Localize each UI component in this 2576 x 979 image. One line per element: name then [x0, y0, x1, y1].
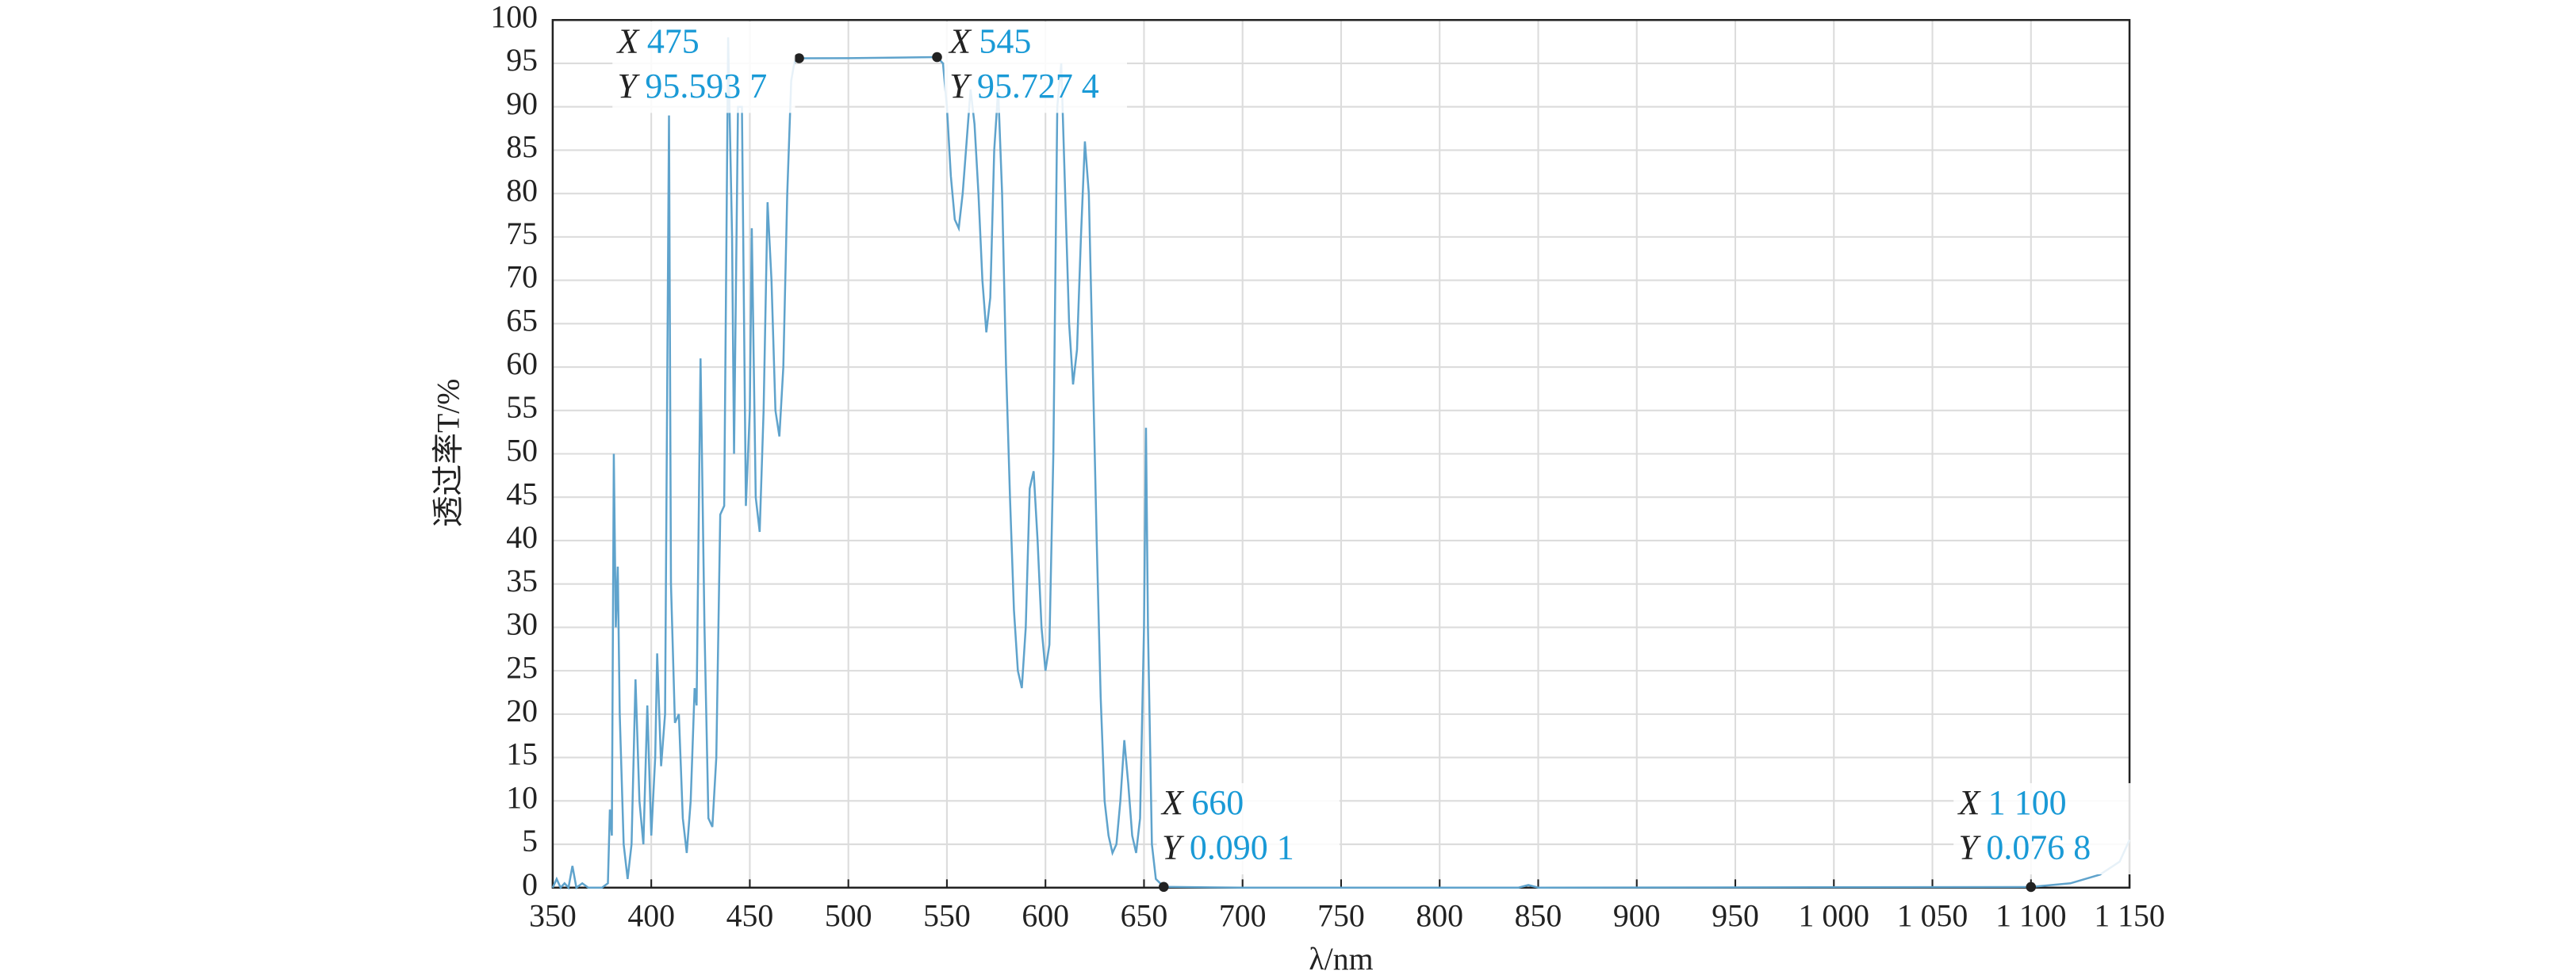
annotation-key: X	[948, 22, 972, 61]
annotation-point	[932, 52, 942, 63]
annotation-key: Y	[618, 67, 641, 105]
y-tick-label: 25	[506, 650, 538, 685]
annotation-key: X	[616, 22, 641, 61]
y-tick-label: 45	[506, 476, 538, 511]
annotation-text: X 545	[948, 22, 1031, 61]
x-tick-label: 600	[1022, 899, 1069, 934]
x-tick-label: 700	[1219, 899, 1267, 934]
annotation-text: Y 0.076 8	[1958, 828, 2091, 867]
y-tick-label: 35	[506, 564, 538, 598]
y-tick-label: 10	[506, 780, 538, 815]
annotation-value: 660	[1191, 783, 1244, 822]
y-tick-label: 75	[506, 216, 538, 251]
annotation-point	[2026, 881, 2037, 893]
annotation-key: Y	[1958, 828, 1981, 867]
x-tick-label: 800	[1416, 899, 1463, 934]
x-tick-label: 900	[1613, 899, 1661, 934]
y-tick-label: 100	[490, 0, 538, 34]
y-tick-label: 20	[506, 694, 538, 729]
annotation-text: X 475	[616, 22, 700, 61]
y-tick-label: 5	[522, 824, 538, 859]
annotation-bg	[612, 21, 795, 113]
annotation-text: X 660	[1160, 783, 1244, 822]
annotation-value: 475	[647, 22, 700, 61]
x-tick-label: 750	[1317, 899, 1365, 934]
annotation-value: 545	[979, 22, 1031, 61]
x-tick-label: 400	[627, 899, 675, 934]
annotation-value: 1 100	[1988, 783, 2067, 822]
annotation-text: Y 95.727 4	[949, 67, 1099, 105]
y-tick-label: 15	[506, 737, 538, 772]
y-tick-label: 70	[506, 260, 538, 295]
x-tick-label: 1 100	[1995, 899, 2066, 934]
x-tick-label: 550	[923, 899, 971, 934]
x-tick-label: 1 150	[2094, 899, 2164, 934]
annotation-text: Y 0.090 1	[1162, 828, 1294, 867]
x-tick-label: 850	[1515, 899, 1562, 934]
annotation-bg	[944, 21, 1127, 113]
x-tick-label: 450	[726, 899, 774, 934]
y-tick-label: 50	[506, 434, 538, 468]
annotation-value: 0.076 8	[1986, 828, 2091, 867]
annotation-point	[1159, 881, 1169, 893]
x-tick-label: 500	[825, 899, 872, 934]
annotation-key: Y	[949, 67, 972, 105]
y-tick-label: 95	[506, 43, 538, 78]
annotation-text: Y 95.593 7	[618, 67, 768, 105]
y-tick-label: 40	[506, 520, 538, 555]
x-tick-label: 950	[1712, 899, 1759, 934]
y-tick-label: 30	[506, 607, 538, 642]
x-axis-label: λ/nm	[1309, 942, 1373, 977]
annotation-value: 95.593 7	[645, 67, 767, 105]
annotation-key: X	[1160, 783, 1185, 822]
x-tick-label: 350	[529, 899, 577, 934]
x-tick-label: 650	[1121, 899, 1168, 934]
y-tick-label: 0	[522, 867, 538, 902]
annotation-point	[794, 53, 804, 63]
annotation-key: Y	[1162, 828, 1185, 867]
y-axis-label: 透过率T/%	[431, 379, 466, 528]
y-tick-label: 60	[506, 346, 538, 381]
annotation-bg	[1156, 782, 1340, 875]
annotation-value: 0.090 1	[1190, 828, 1294, 867]
y-tick-label: 85	[506, 130, 538, 165]
y-tick-label: 80	[506, 173, 538, 208]
x-tick-label: 1 050	[1897, 899, 1968, 934]
annotation-key: X	[1957, 783, 1981, 822]
x-tick-label: 1 000	[1799, 899, 1869, 934]
y-tick-label: 90	[506, 86, 538, 121]
y-tick-label: 55	[506, 390, 538, 425]
annotation-bg	[1953, 782, 2137, 875]
y-tick-label: 65	[506, 303, 538, 338]
annotation-value: 95.727 4	[977, 67, 1099, 105]
